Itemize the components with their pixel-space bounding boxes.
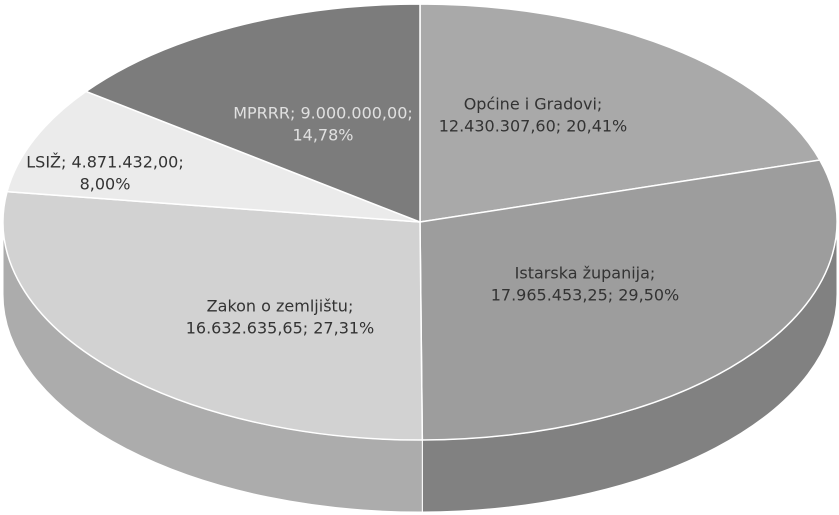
data-label: 12.430.307,60; 20,41% (439, 117, 628, 136)
data-label: 14,78% (292, 126, 353, 145)
data-label: 17.965.453,25; 29,50% (491, 286, 680, 305)
data-label: Istarska županija; (515, 264, 656, 283)
data-label: 8,00% (80, 175, 131, 194)
slice (6, 90, 421, 223)
data-label: MPRRR; 9.000.000,00; (233, 104, 413, 123)
data-label: 16.632.635,65; 27,31% (186, 319, 375, 338)
slice (84, 3, 421, 224)
data-label: Zakon o zemljištu; (207, 297, 354, 316)
data-label: LSIŽ; 4.871.432,00; (26, 153, 184, 172)
slice (2, 190, 424, 441)
slice (419, 159, 838, 441)
slice (419, 3, 821, 223)
data-label: Općine i Gradovi; (464, 95, 603, 114)
